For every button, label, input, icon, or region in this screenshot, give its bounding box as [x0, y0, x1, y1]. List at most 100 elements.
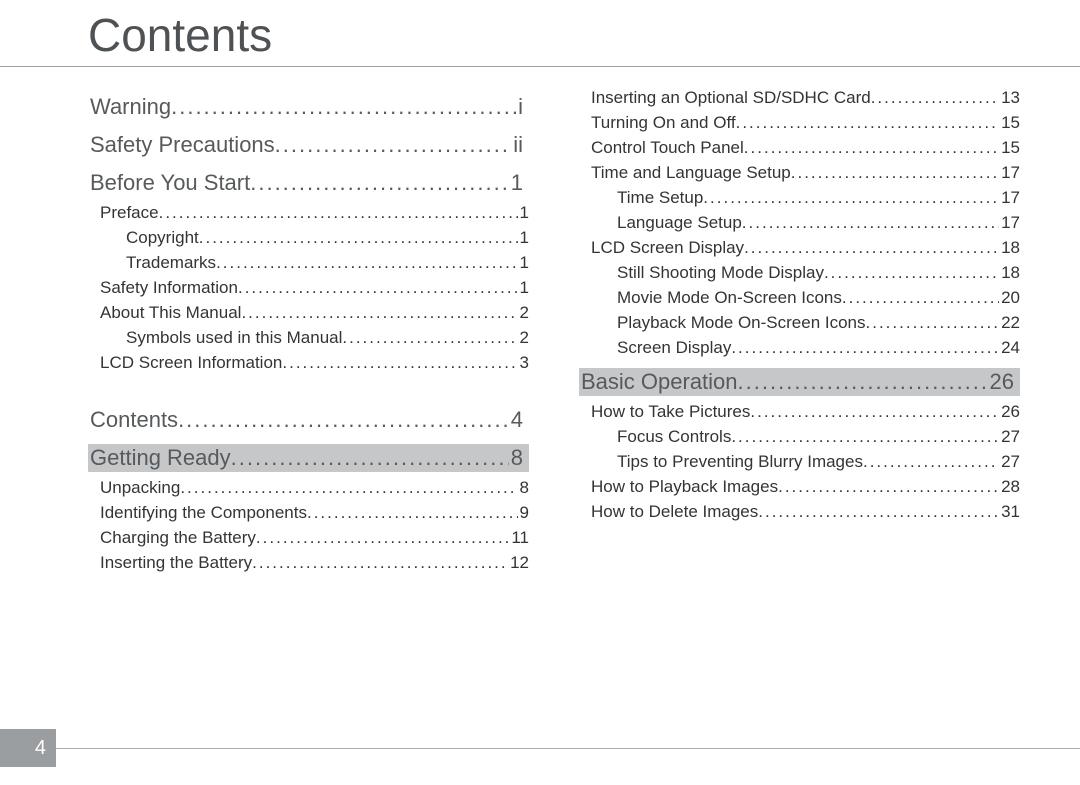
- toc-entry: Language Setup..........................…: [579, 213, 1020, 233]
- toc-label: Contents: [90, 407, 178, 433]
- toc-page-number: 1: [518, 278, 529, 298]
- toc-entry: Identifying the Components..............…: [88, 503, 529, 523]
- toc-page-number: 27: [999, 452, 1020, 472]
- toc-entry: Symbols used in this Manual.............…: [88, 328, 529, 348]
- toc-leader-dots: ........................................…: [275, 132, 512, 158]
- toc-entry: Preface.................................…: [88, 203, 529, 223]
- toc-label: Copyright: [126, 228, 199, 248]
- toc-leader-dots: ........................................…: [791, 163, 999, 183]
- toc-page-number: 18: [999, 263, 1020, 283]
- toc-leader-dots: ........................................…: [159, 203, 518, 223]
- toc-label: Turning On and Off: [591, 113, 736, 133]
- toc-entry: Copyright...............................…: [88, 228, 529, 248]
- toc-label: Time Setup: [617, 188, 703, 208]
- toc-page-number: 18: [999, 238, 1020, 258]
- toc-entry: Getting Ready...........................…: [88, 444, 529, 472]
- toc-entry: Basic Operation.........................…: [579, 368, 1020, 396]
- toc-entry: How to Delete Images....................…: [579, 502, 1020, 522]
- toc-page-number: 26: [999, 402, 1020, 422]
- toc-page: Contents Warning........................…: [0, 0, 1080, 785]
- toc-label: Symbols used in this Manual: [126, 328, 342, 348]
- toc-label: Inserting an Optional SD/SDHC Card: [591, 88, 871, 108]
- toc-columns: Warning.................................…: [0, 67, 1080, 578]
- toc-leader-dots: ........................................…: [738, 369, 988, 395]
- toc-left-column: Warning.................................…: [88, 83, 529, 578]
- toc-page-number: 22: [999, 313, 1020, 333]
- toc-label: How to Playback Images: [591, 477, 778, 497]
- toc-page-number: 12: [508, 553, 529, 573]
- toc-entry: How to Take Pictures....................…: [579, 402, 1020, 422]
- toc-spacer: [88, 378, 529, 396]
- toc-leader-dots: ........................................…: [744, 238, 999, 258]
- toc-page-number: 9: [518, 503, 529, 523]
- toc-label: Movie Mode On-Screen Icons: [617, 288, 842, 308]
- toc-label: Identifying the Components: [100, 503, 307, 523]
- toc-label: Getting Ready: [90, 445, 231, 471]
- toc-label: Safety Precautions: [90, 132, 275, 158]
- toc-right-column: Inserting an Optional SD/SDHC Card......…: [579, 83, 1020, 578]
- toc-leader-dots: ........................................…: [171, 94, 516, 120]
- toc-leader-dots: ........................................…: [231, 445, 509, 471]
- toc-label: Safety Information: [100, 278, 238, 298]
- toc-page-number: ii: [511, 132, 523, 158]
- toc-page-number: 2: [518, 303, 529, 323]
- toc-page-number: 17: [999, 163, 1020, 183]
- toc-label: Focus Controls: [617, 427, 731, 447]
- toc-entry: Control Touch Panel.....................…: [579, 138, 1020, 158]
- toc-entry: Inserting an Optional SD/SDHC Card......…: [579, 88, 1020, 108]
- toc-page-number: 15: [999, 138, 1020, 158]
- toc-entry: Inserting the Battery...................…: [88, 553, 529, 573]
- toc-page-number: 8: [509, 445, 523, 471]
- toc-entry: How to Playback Images..................…: [579, 477, 1020, 497]
- toc-page-number: 8: [518, 478, 529, 498]
- toc-entry: Warning.................................…: [88, 93, 529, 121]
- toc-entry: Time Setup..............................…: [579, 188, 1020, 208]
- toc-label: Time and Language Setup: [591, 163, 791, 183]
- toc-leader-dots: ........................................…: [252, 553, 508, 573]
- toc-leader-dots: ........................................…: [342, 328, 517, 348]
- toc-page-number: 4: [509, 407, 523, 433]
- toc-label: About This Manual: [100, 303, 241, 323]
- toc-page-number: 2: [518, 328, 529, 348]
- toc-label: Control Touch Panel: [591, 138, 744, 158]
- page-number-tab: 4: [0, 729, 56, 767]
- toc-leader-dots: ........................................…: [778, 477, 999, 497]
- toc-entry: Safety Precautions......................…: [88, 131, 529, 159]
- toc-entry: Playback Mode On-Screen Icons...........…: [579, 313, 1020, 333]
- toc-page-number: 1: [509, 170, 523, 196]
- toc-label: Inserting the Battery: [100, 553, 252, 573]
- toc-page-number: 20: [999, 288, 1020, 308]
- toc-label: How to Delete Images: [591, 502, 758, 522]
- page-title: Contents: [0, 0, 1080, 67]
- toc-entry: Charging the Battery....................…: [88, 528, 529, 548]
- toc-leader-dots: ........................................…: [731, 338, 999, 358]
- toc-entry: Tips to Preventing Blurry Images........…: [579, 452, 1020, 472]
- toc-leader-dots: ........................................…: [736, 113, 999, 133]
- toc-page-number: 1: [518, 253, 529, 273]
- toc-leader-dots: ........................................…: [178, 407, 509, 433]
- toc-label: Warning: [90, 94, 171, 120]
- toc-entry: LCD Screen Display......................…: [579, 238, 1020, 258]
- toc-entry: Focus Controls..........................…: [579, 427, 1020, 447]
- toc-label: Trademarks: [126, 253, 216, 273]
- toc-label: Language Setup: [617, 213, 742, 233]
- toc-label: Before You Start: [90, 170, 250, 196]
- toc-page-number: 3: [518, 353, 529, 373]
- toc-label: Basic Operation: [581, 369, 738, 395]
- footer-rule: [56, 748, 1080, 749]
- toc-leader-dots: ........................................…: [307, 503, 518, 523]
- toc-leader-dots: ........................................…: [842, 288, 999, 308]
- toc-leader-dots: ........................................…: [742, 213, 999, 233]
- toc-page-number: 15: [999, 113, 1020, 133]
- toc-leader-dots: ........................................…: [256, 528, 509, 548]
- toc-leader-dots: ........................................…: [216, 253, 517, 273]
- toc-page-number: 31: [999, 502, 1020, 522]
- toc-leader-dots: ........................................…: [824, 263, 999, 283]
- toc-leader-dots: ........................................…: [241, 303, 517, 323]
- toc-page-number: 17: [999, 213, 1020, 233]
- toc-leader-dots: ........................................…: [758, 502, 999, 522]
- toc-page-number: 17: [999, 188, 1020, 208]
- toc-page-number: 26: [988, 369, 1014, 395]
- toc-page-number: 27: [999, 427, 1020, 447]
- toc-entry: Trademarks..............................…: [88, 253, 529, 273]
